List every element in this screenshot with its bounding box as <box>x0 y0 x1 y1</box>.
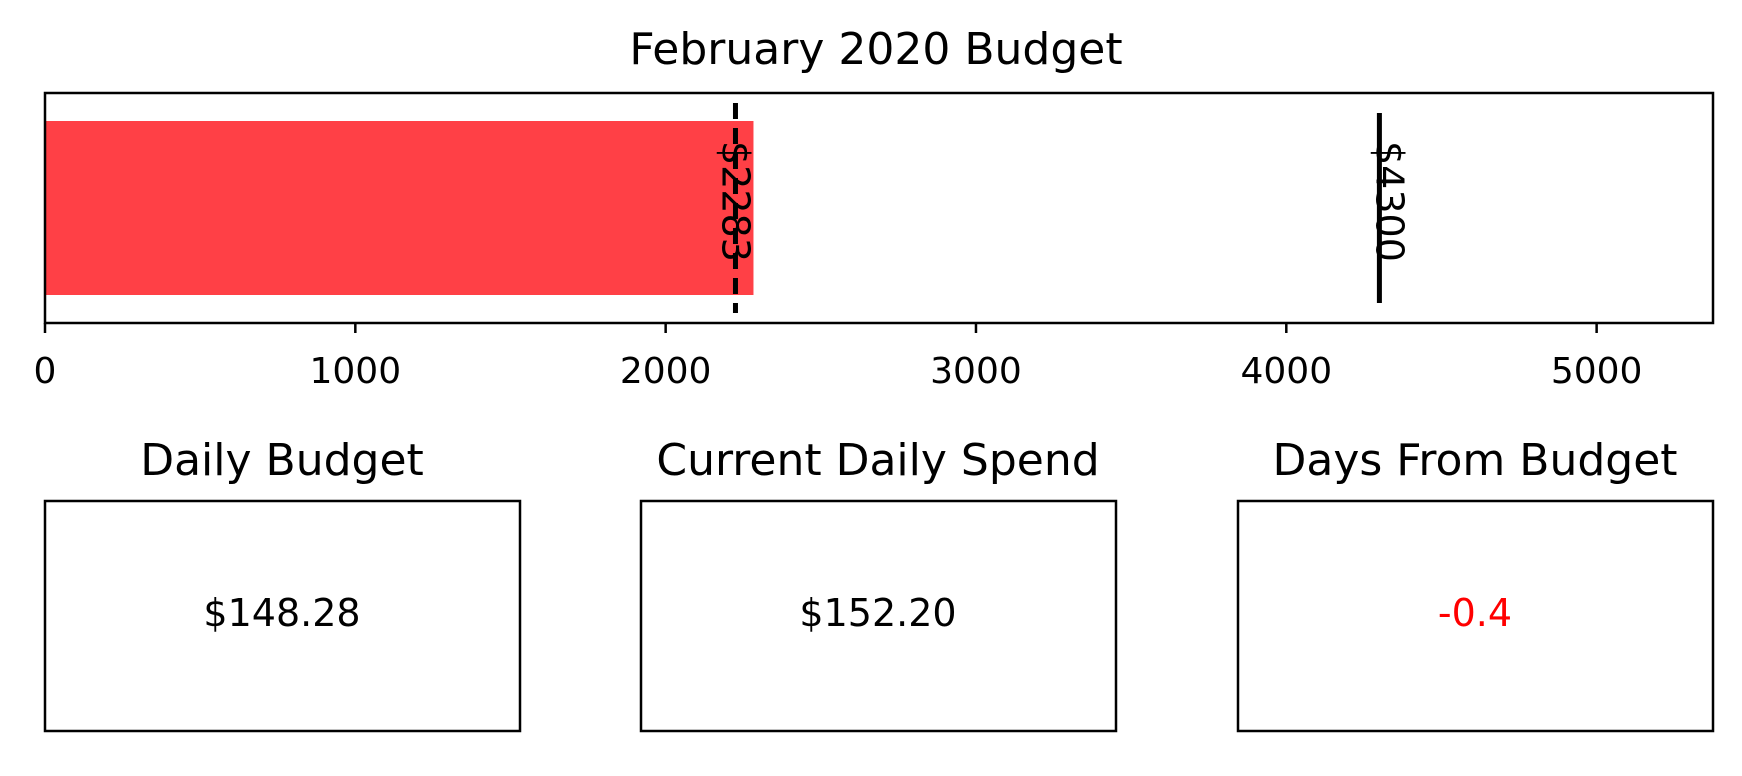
budget-annotation: $4300 <box>1367 141 1411 262</box>
x-tick-label: 1000 <box>310 351 402 392</box>
days-from-budget-panel: Days From Budget -0.4 <box>1236 435 1715 733</box>
x-tick-label: 4000 <box>1240 351 1332 392</box>
budget-bar-chart: February 2020 Budget $2283 $4300 0 1000 200… <box>34 24 1715 392</box>
bar-layer <box>45 121 754 295</box>
current-daily-spend-box <box>639 499 1118 733</box>
daily-budget-value: $148.28 <box>203 591 360 635</box>
x-tick-label: 0 <box>34 351 57 392</box>
current-daily-spend-title: Current Daily Spend <box>656 435 1099 486</box>
x-tick-label: 5000 <box>1551 351 1643 392</box>
daily-budget-panel: Daily Budget $148.28 <box>43 435 522 733</box>
spend-bar <box>45 121 754 295</box>
x-axis-ticks: 0 1000 2000 3000 4000 5000 <box>34 323 1643 392</box>
current-daily-spend-value: $152.20 <box>799 591 956 635</box>
current-daily-spend-panel: Current Daily Spend $152.20 <box>639 435 1118 733</box>
annotations: $2283 $4300 <box>713 141 1411 262</box>
chart-title: February 2020 Budget <box>629 24 1122 75</box>
daily-budget-title: Daily Budget <box>140 435 424 486</box>
spend-annotation: $2283 <box>713 141 757 262</box>
x-tick-label: 3000 <box>930 351 1022 392</box>
reference-lines <box>732 103 1382 313</box>
x-tick-label: 2000 <box>620 351 712 392</box>
days-from-budget-value: -0.4 <box>1438 591 1512 635</box>
daily-budget-box <box>43 499 522 733</box>
days-from-budget-title: Days From Budget <box>1272 435 1677 486</box>
days-from-budget-box <box>1236 499 1715 733</box>
plot-frame <box>43 91 1715 325</box>
